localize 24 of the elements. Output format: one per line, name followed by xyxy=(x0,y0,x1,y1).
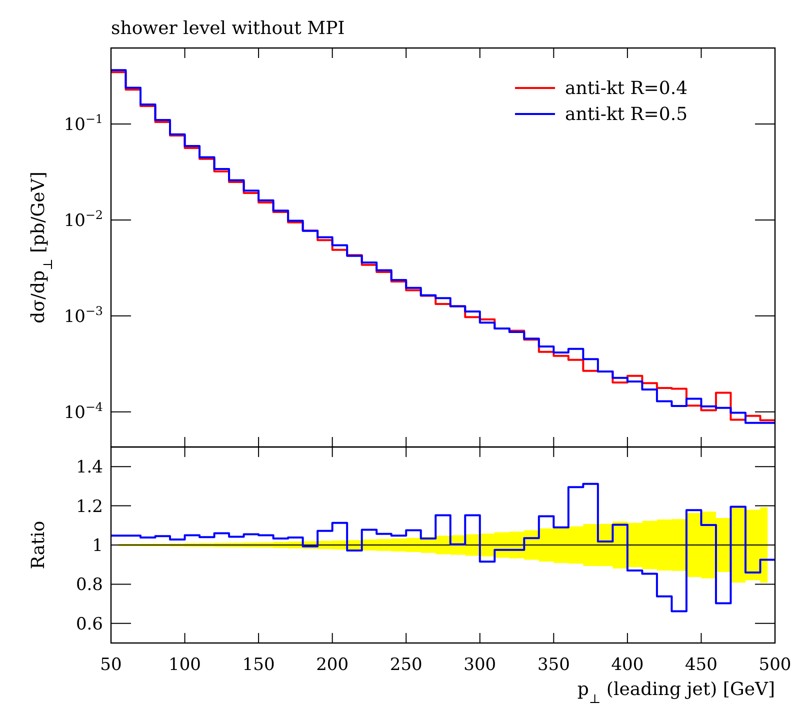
x-tick-label: 50 xyxy=(100,655,122,675)
y-tick-label: 0.6 xyxy=(76,614,103,634)
legend-label: anti-kt R=0.5 xyxy=(565,104,688,125)
y-tick-label: 1 xyxy=(92,536,103,556)
x-axis-title: p$_{⊥}$ (leading jet) [GeV] xyxy=(577,679,775,706)
x-tick-label: 300 xyxy=(464,655,496,675)
y-tick-label: 10$^{−1}$ xyxy=(64,112,103,136)
x-tick-label: 250 xyxy=(390,655,422,675)
x-tick-label: 450 xyxy=(684,655,718,675)
x-tick-label: 350 xyxy=(537,655,570,675)
y-tick-label: 1.4 xyxy=(76,458,103,478)
y-tick-label: 10$^{−4}$ xyxy=(64,400,103,423)
x-tick-label: 150 xyxy=(242,655,275,675)
y-tick-label: 10$^{−3}$ xyxy=(64,304,103,327)
y-axis-title: Ratio xyxy=(28,520,49,570)
x-tick-label: 200 xyxy=(316,655,349,675)
y-tick-label: 10$^{−2}$ xyxy=(64,208,103,231)
legend-label: anti-kt R=0.4 xyxy=(565,78,688,99)
x-tick-label: 500 xyxy=(758,655,792,675)
x-tick-label: 400 xyxy=(611,655,644,675)
x-tick-label: 100 xyxy=(168,655,202,675)
chart-title: shower level without MPI xyxy=(111,18,345,39)
y-tick-label: 0.8 xyxy=(76,575,103,596)
y-tick-label: 1.2 xyxy=(76,496,103,517)
